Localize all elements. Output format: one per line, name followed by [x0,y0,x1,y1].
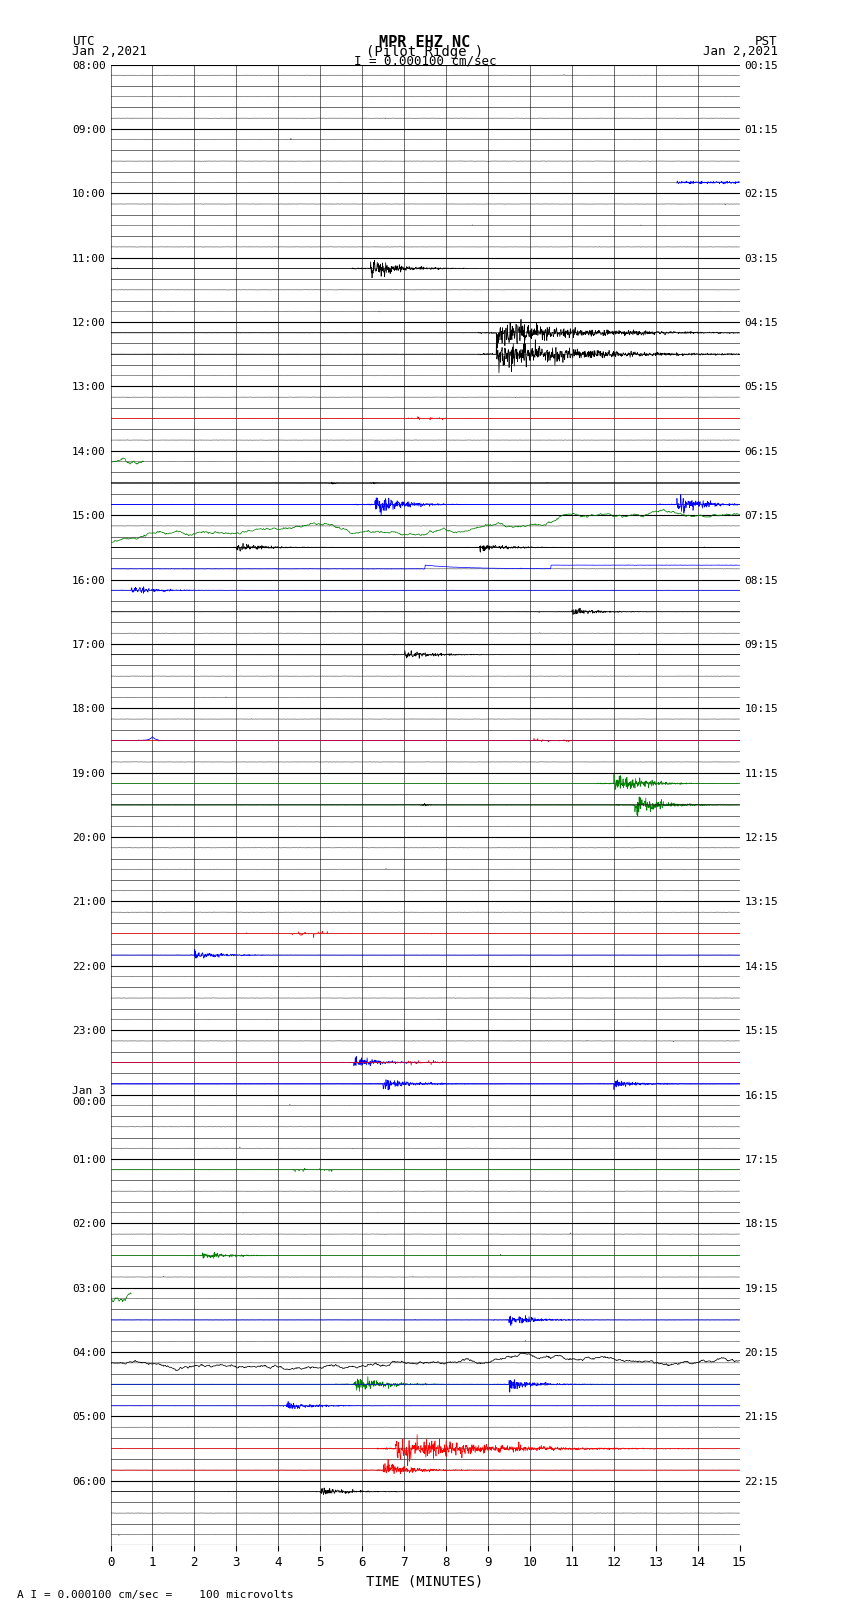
X-axis label: TIME (MINUTES): TIME (MINUTES) [366,1574,484,1589]
Text: Jan 2,2021: Jan 2,2021 [72,45,147,58]
Text: Jan 2,2021: Jan 2,2021 [703,45,778,58]
Text: A I = 0.000100 cm/sec =    100 microvolts: A I = 0.000100 cm/sec = 100 microvolts [17,1590,294,1600]
Text: (Pilot Ridge ): (Pilot Ridge ) [366,45,484,60]
Text: MPR EHZ NC: MPR EHZ NC [379,35,471,50]
Text: I = 0.000100 cm/sec: I = 0.000100 cm/sec [354,55,496,68]
Text: PST: PST [756,35,778,48]
Text: UTC: UTC [72,35,94,48]
